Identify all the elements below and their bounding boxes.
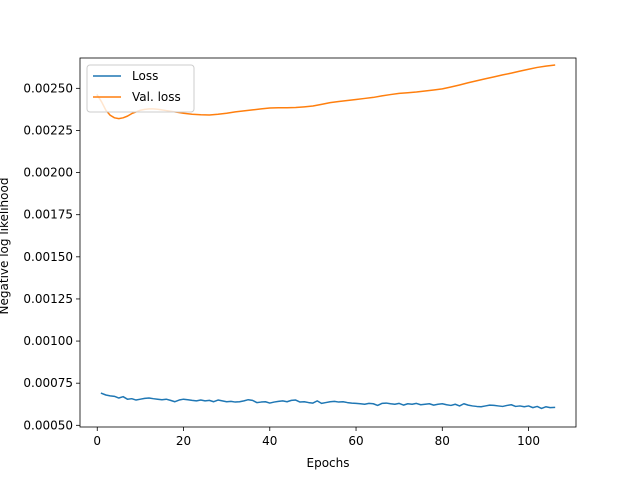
x-tick-label: 40 (262, 434, 277, 448)
x-tick-label: 100 (517, 434, 540, 448)
series-line-0 (100, 392, 556, 410)
legend-label-1: Val. loss (132, 90, 181, 104)
y-tick-label: 0.00250 (23, 81, 73, 95)
y-tick-label: 0.00200 (23, 166, 73, 180)
legend: Loss Val. loss (86, 64, 195, 113)
x-tick-label: 20 (176, 434, 191, 448)
x-tick-label: 80 (435, 434, 450, 448)
x-tick-label: 0 (93, 434, 101, 448)
axes-frame (79, 57, 577, 428)
y-tick-label: 0.00150 (23, 250, 73, 264)
y-axis-label: Negative log likelihood (0, 178, 11, 315)
y-tick-label: 0.00175 (23, 208, 73, 222)
legend-label-0: Loss (132, 69, 158, 83)
y-tick-label: 0.00100 (23, 334, 73, 348)
y-tick-label: 0.00125 (23, 292, 73, 306)
y-tick-label: 0.00050 (23, 418, 73, 432)
x-tick-label: 60 (348, 434, 363, 448)
y-axis: 0.00050 0.00075 0.00100 0.00125 0.00150 0.001… (23, 81, 80, 432)
y-tick-label: 0.00075 (23, 376, 73, 390)
y-tick-label: 0.00225 (23, 123, 73, 137)
x-axis: 0 20 40 60 80 100 (93, 427, 540, 448)
x-axis-label: Epochs (307, 456, 350, 470)
